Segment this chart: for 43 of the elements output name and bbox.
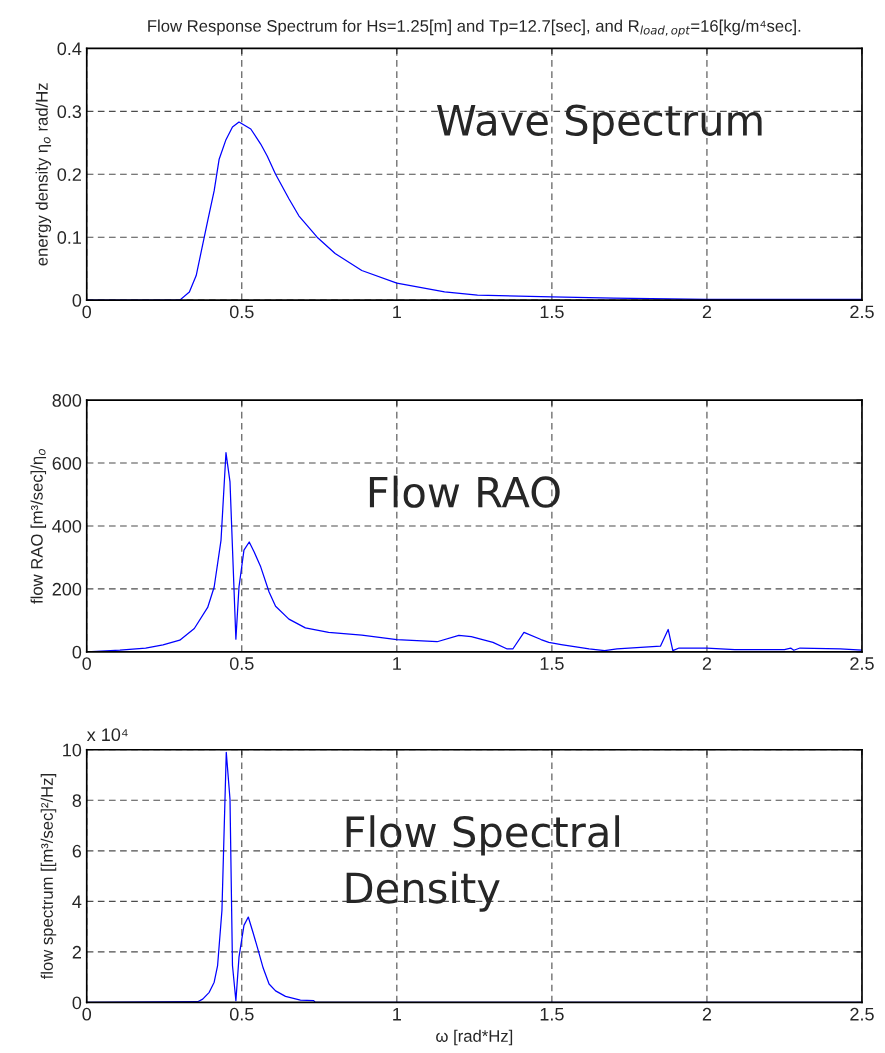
annotation: Flow Spectral Density [346, 815, 620, 912]
x-tick-label: 1 [393, 1007, 401, 1021]
y-tick-label: 400 [52, 519, 82, 533]
y-tick-label: 0.2 [57, 168, 81, 181]
y-tick-label: 10 [63, 743, 82, 757]
x-axis-title: ω [rad*Hz] [436, 1029, 513, 1046]
chart-title: Flow Response Spectrum for Hs=1.25[m] and Tp=12.7[sec], and R$_{load,opt}$=16[kg/m⁴sec]. [148, 19, 801, 37]
x-tick-label: 0 [82, 1007, 92, 1021]
y-tick-label: 0 [72, 996, 82, 1010]
y-axis-title: flow RAO [m³/sec]/η$_{o}$ [30, 449, 47, 604]
y-tick-label: 600 [52, 456, 82, 470]
x-tick-label: 2.5 [850, 657, 874, 670]
x-tick-label: 0.5 [229, 305, 254, 319]
y-tick-label: 8 [72, 794, 82, 807]
x-tick-label: 1 [393, 305, 401, 319]
x-tick-label: 1.5 [540, 657, 564, 670]
x-tick-label: 2 [702, 305, 712, 319]
x-tick-label: 2 [702, 657, 712, 670]
x-tick-label: 0.5 [229, 1007, 254, 1021]
x-tick-label: 2.5 [850, 305, 874, 319]
y-tick-label: 200 [52, 582, 82, 596]
x-tick-label: 1.5 [540, 1007, 564, 1021]
y-tick-label: 800 [52, 394, 82, 407]
x-tick-label: 0.5 [229, 657, 254, 670]
y-tick-label: 2 [72, 945, 81, 959]
x-tick-label: 1 [393, 657, 401, 670]
y-tick-label: 0.4 [57, 42, 82, 56]
y-axis-title: energy density η$_{o}$ rad/Hz [35, 83, 52, 266]
y-axis-title: flow spectrum [[m³/sec]²/Hz] [40, 774, 57, 980]
text: x 10⁴ [86, 728, 128, 742]
x-tick-label: 0 [82, 657, 92, 670]
y-tick-label: 6 [72, 844, 82, 858]
y-tick-label: 0 [72, 645, 82, 659]
y-tick-label: 4 [72, 895, 82, 908]
annotation: Flow RAO [369, 475, 560, 508]
y-tick-label: 0.3 [57, 105, 82, 119]
y-tick-label: 0 [72, 294, 82, 307]
x-tick-label: 2.5 [850, 1007, 874, 1021]
x-tick-label: 2 [702, 1007, 712, 1021]
x-tick-label: 1.5 [540, 305, 564, 319]
annotation: Wave Spectrum [436, 104, 762, 145]
y-tick-label: 0.1 [57, 231, 81, 244]
x-tick-label: 0 [82, 305, 92, 319]
